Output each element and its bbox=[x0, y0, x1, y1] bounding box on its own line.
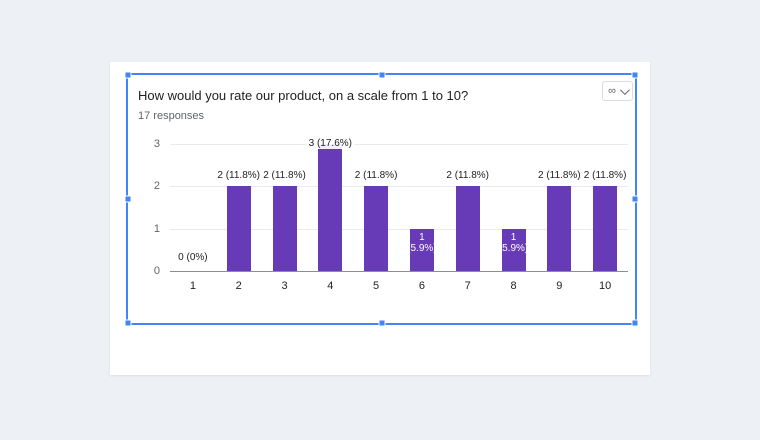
x-tick-label: 4 bbox=[327, 280, 334, 292]
bar-6 bbox=[409, 228, 434, 271]
bar-7 bbox=[455, 186, 480, 271]
x-tick-label: 10 bbox=[598, 280, 612, 292]
bar-chart-plot-area: 0 1 2 3 1 0 (0%) 2 2 (11.8%) 3 2 (11.8%) 4 3 (17.6%… bbox=[154, 138, 628, 292]
bar-value-label: 3 (17.6%) bbox=[306, 138, 354, 149]
bar-5 bbox=[364, 186, 389, 271]
bar-value-label: 2 (11.8%) bbox=[537, 170, 581, 182]
x-tick-label: 2 bbox=[235, 280, 242, 292]
bar-9 bbox=[547, 186, 572, 271]
selection-handle-n[interactable] bbox=[378, 71, 385, 79]
bar-2 bbox=[226, 186, 251, 271]
x-tick-label: 1 bbox=[189, 280, 196, 292]
y-tick-label: 1 bbox=[153, 222, 160, 235]
bar-value-label: 2 (11.8%) bbox=[583, 170, 627, 182]
gridline bbox=[170, 144, 628, 145]
bar-value-label: 2 (11.8%) bbox=[263, 170, 306, 182]
selection-handle-se[interactable] bbox=[631, 319, 639, 327]
bar-value-label: 1 (5.9%) bbox=[498, 231, 529, 254]
bar-8 bbox=[501, 228, 526, 271]
selection-handle-nw[interactable] bbox=[124, 71, 132, 79]
selection-handle-ne[interactable] bbox=[631, 71, 639, 79]
bar-4 bbox=[318, 144, 343, 271]
selection-handle-e[interactable] bbox=[631, 195, 639, 203]
x-tick-label: 9 bbox=[556, 280, 563, 292]
y-tick-label: 0 bbox=[153, 265, 160, 277]
axis-baseline bbox=[170, 271, 628, 272]
gridline bbox=[170, 228, 628, 230]
bar-value-label: 0 (0%) bbox=[178, 252, 208, 263]
chart-title: How would you rate our product, on a sca… bbox=[138, 88, 469, 103]
selection-frame[interactable] bbox=[124, 71, 639, 327]
x-tick-label: 8 bbox=[510, 280, 517, 292]
x-tick-label: 7 bbox=[464, 280, 471, 292]
linked-chart-button[interactable]: ∞ bbox=[602, 81, 633, 101]
y-tick-label: 2 bbox=[153, 180, 160, 193]
x-tick-label: 3 bbox=[281, 280, 288, 292]
x-tick-label: 6 bbox=[418, 280, 425, 292]
selection-handle-sw[interactable] bbox=[124, 319, 132, 327]
chart-subtitle: 17 responses bbox=[138, 110, 205, 122]
bar-value-label: 2 (11.8%) bbox=[217, 170, 260, 182]
bar-value-label: 2 (11.8%) bbox=[446, 170, 489, 182]
selection-handle-w[interactable] bbox=[124, 195, 132, 203]
bar-value-label: 2 (11.8%) bbox=[354, 170, 398, 182]
x-tick-label: 5 bbox=[373, 280, 380, 292]
bar-3 bbox=[272, 186, 297, 271]
bar-10 bbox=[593, 186, 618, 271]
selection-handle-s[interactable] bbox=[378, 319, 385, 327]
bar-value-label: 1 (5.9%) bbox=[407, 231, 437, 254]
link-infinity-icon: ∞ bbox=[608, 84, 616, 97]
gridline bbox=[170, 186, 628, 188]
y-tick-label: 3 bbox=[153, 138, 160, 150]
